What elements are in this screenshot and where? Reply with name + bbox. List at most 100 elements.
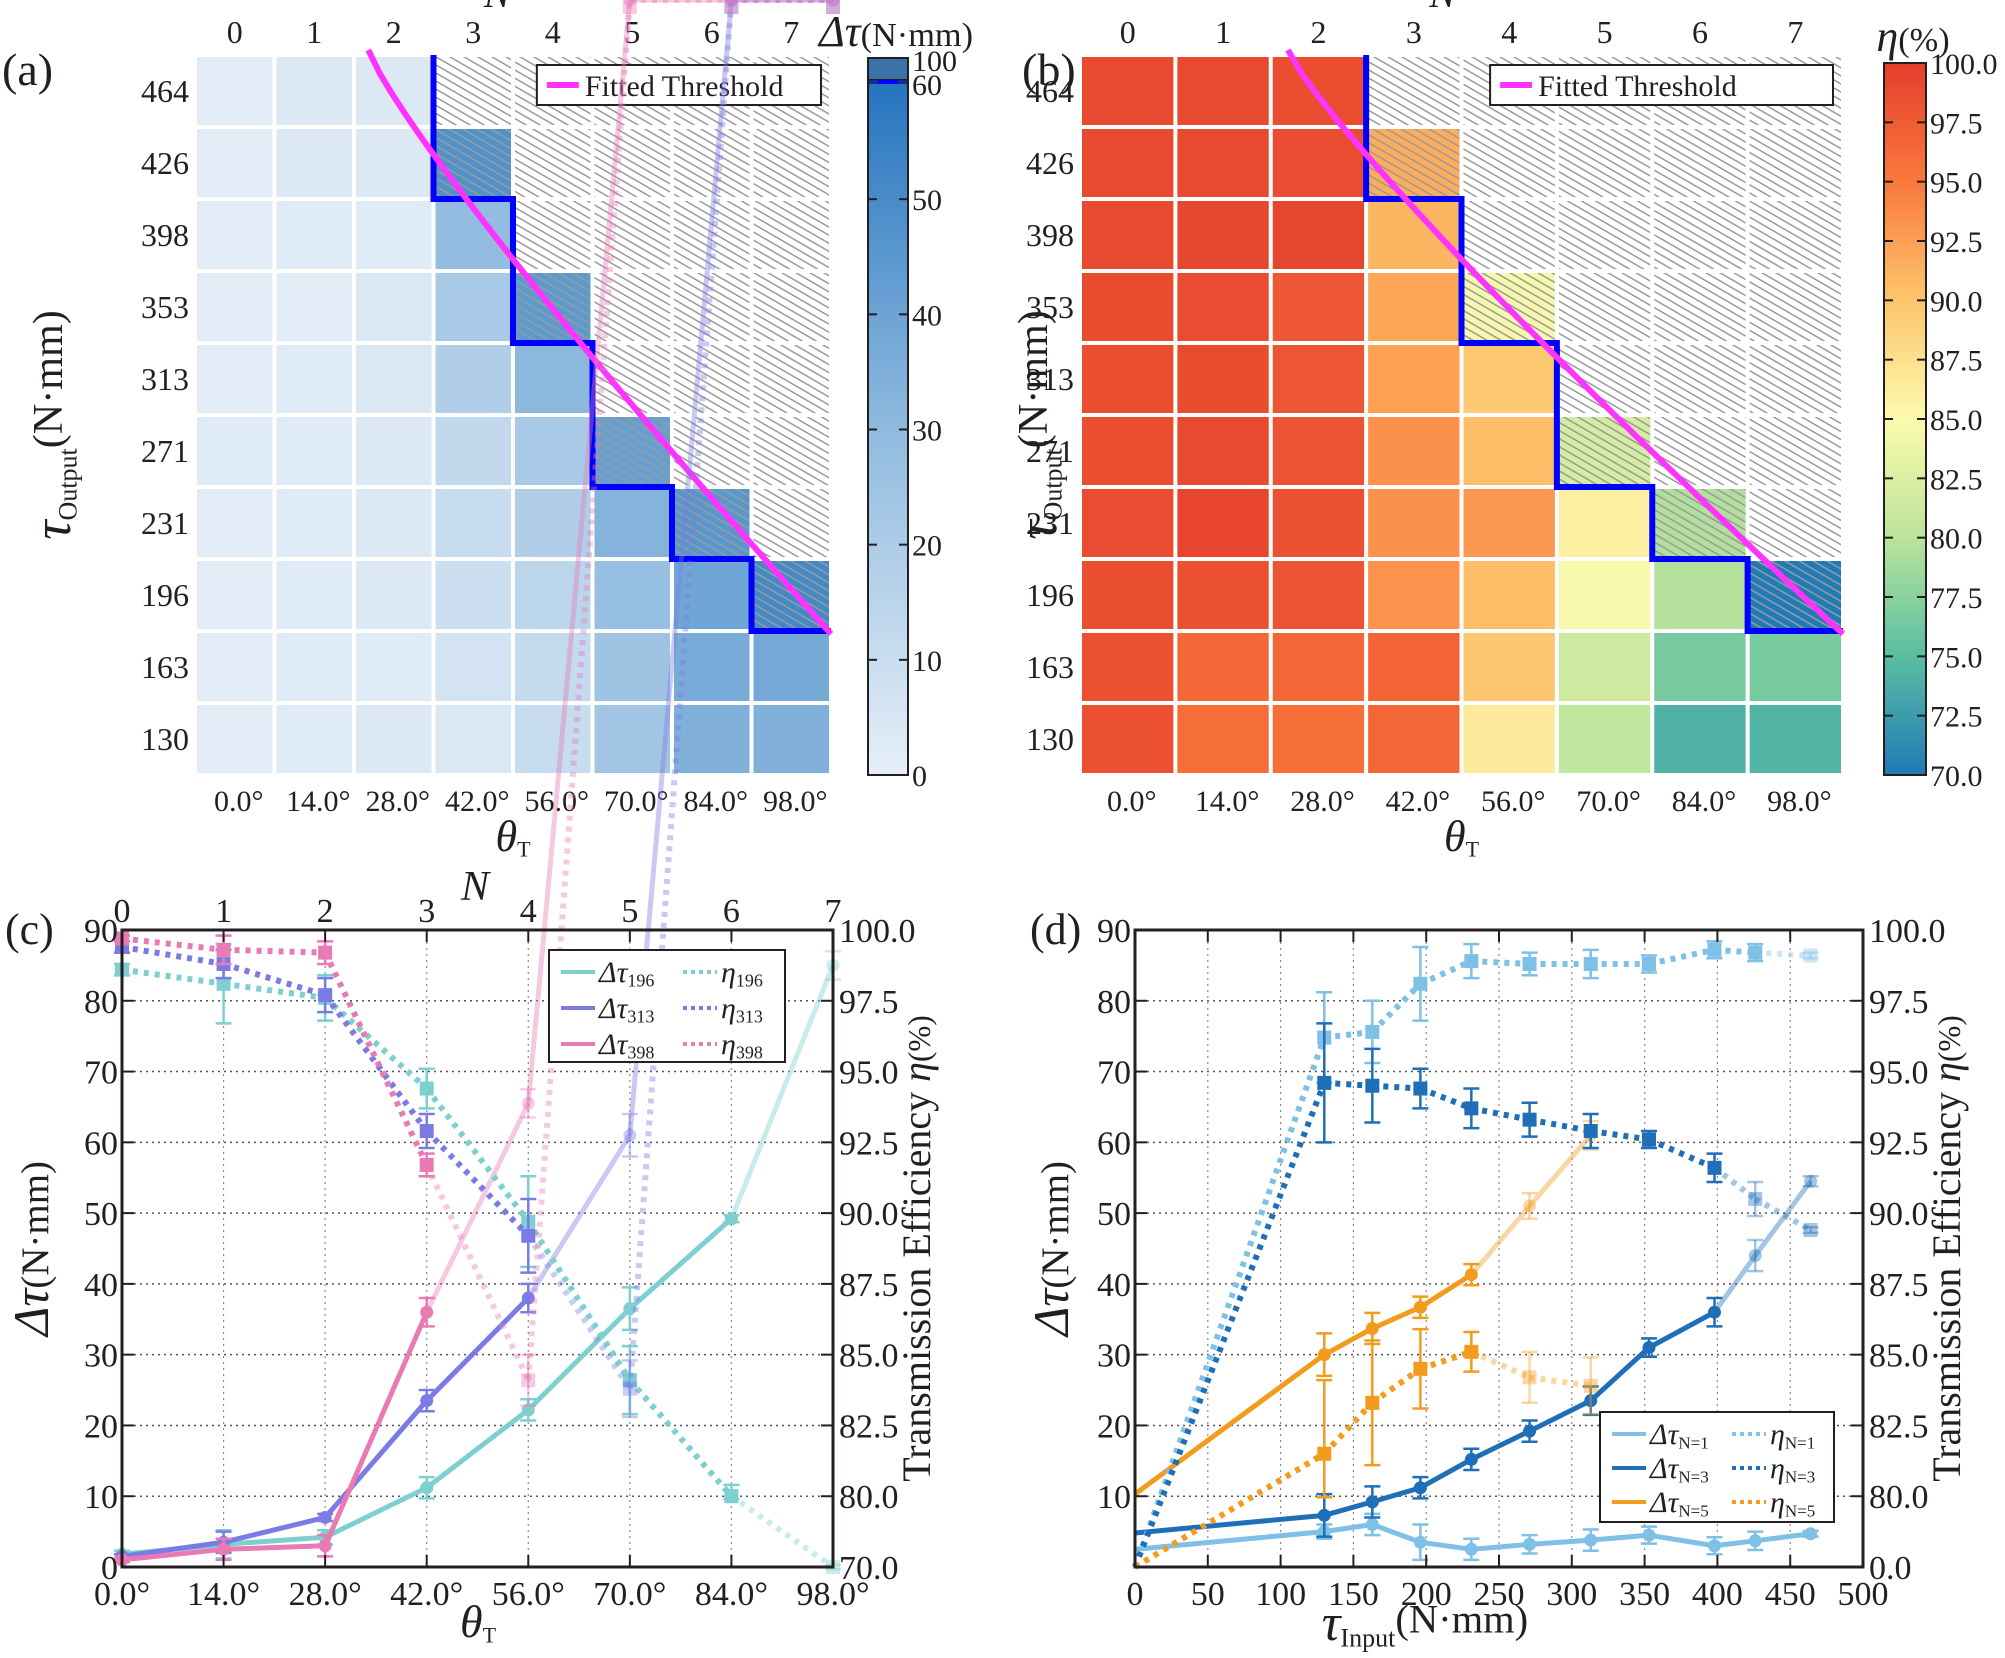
y-left-tick-label: 20 [84, 1408, 118, 1445]
data-point-η_N=3 [1413, 1081, 1428, 1096]
hatched-cell [753, 201, 829, 269]
y-right-tick-label: 82.5 [839, 1408, 899, 1445]
heatmap-cell [1082, 129, 1174, 197]
legend-label: η313 [721, 992, 763, 1027]
y-tick-label: 398 [1026, 217, 1074, 253]
series-segment-Δτ_N=1 [1529, 1537, 1591, 1547]
series-segment-η_N=5 [1370, 1366, 1423, 1406]
series-segment-η_196 [121, 966, 224, 987]
data-point-Δτ_N=3 [1413, 1481, 1427, 1495]
heatmap-cell [356, 129, 432, 197]
colorbar-label: η(%) [1876, 12, 1949, 61]
data-point-η_N=3 [1583, 1124, 1598, 1139]
heatmap-cell [356, 489, 432, 557]
top-tick-label: 0 [227, 14, 243, 50]
top-tick-label: 1 [215, 893, 232, 930]
data-point-Δτ_N=5 [1317, 1348, 1331, 1362]
series-segment-Δτ_398 [525, 0, 633, 1104]
y-left-axis-label: Δτ(N·mm) [3, 1161, 59, 1338]
heatmap-cell [1368, 633, 1460, 701]
series-segment-η_N=1 [1419, 958, 1473, 987]
x-tick-label: 0.0° [214, 785, 264, 818]
axis-label-symbol: η [1770, 1486, 1785, 1519]
data-point-η_313 [521, 1228, 536, 1243]
panel-d-line-chart: (d) 10 20 30 40 50 60 70 80 90 0.0 80.0 82.5 85.0 87.5… [1023, 905, 1969, 1653]
heatmap-cell [1272, 417, 1365, 485]
x-tick-label: 400 [1692, 1576, 1743, 1613]
series-segment-Δτ_N=1 [1371, 1522, 1422, 1545]
hatched-cell [753, 489, 829, 557]
x-axis-label: τInput(N·mm) [1322, 1595, 1528, 1653]
heatmap-cell [1463, 417, 1555, 485]
heatmap-cell [356, 201, 432, 269]
x-tick-label: 70.0° [593, 1576, 666, 1613]
axis-label-unit: (N·mm) [1010, 310, 1057, 448]
hatched-cell [594, 201, 670, 269]
heatmap-cell [276, 633, 352, 701]
axis-label-unit: (N·mm) [25, 310, 72, 448]
x-tick-label: 84.0° [684, 785, 749, 818]
heatmap-cell [197, 705, 273, 773]
heatmap-cell [1654, 633, 1746, 701]
axis-label-unit: (%) [1932, 1015, 1967, 1062]
series-segment-Δτ_N=1 [1754, 1531, 1811, 1544]
data-point-Δτ_313 [724, 0, 738, 7]
data-point-η_N=1 [1365, 1024, 1380, 1039]
data-point-Δτ_N=3 [1464, 1452, 1478, 1466]
data-point-Δτ_196 [521, 1403, 535, 1417]
heatmap-cell [1177, 201, 1269, 269]
y-left-tick-label: 70 [84, 1055, 118, 1092]
axis-label-unit: (N·mm) [14, 1161, 57, 1289]
colorbar-tick-label: 92.5 [1930, 226, 1983, 259]
top-tick-label: 3 [1406, 14, 1422, 50]
data-point-η_398 [521, 1373, 536, 1388]
heatmap-cell [1463, 561, 1555, 629]
x-tick-label: 28.0° [1290, 785, 1355, 818]
legend-label: Δτ196 [598, 956, 654, 991]
series-segment-η_N=5 [1470, 1349, 1531, 1381]
y-right-tick-label: 85.0 [1869, 1338, 1929, 1375]
data-point-Δτ_196 [420, 1481, 434, 1495]
series-segment-Δτ_N=1 [1323, 1522, 1373, 1535]
data-point-Δτ_313 [826, 0, 840, 7]
y-right-tick-label: 92.5 [839, 1125, 899, 1162]
series-segment-Δτ_N=3 [1589, 1345, 1651, 1403]
axis-label-subscript: N=5 [1785, 1501, 1815, 1520]
axis-label-symbol: θ [460, 1596, 483, 1647]
heatmap-cell [1463, 345, 1555, 413]
x-tick-label: 70.0° [1576, 785, 1641, 818]
hatched-cell [753, 345, 829, 413]
data-point-Δτ_N=3 [1748, 1249, 1762, 1263]
hatched-cell [594, 417, 670, 485]
series-segment-Δτ_313 [222, 1515, 326, 1545]
series-segment-η_N=3 [1419, 1085, 1473, 1112]
heatmap-cell [276, 201, 352, 269]
legend-label: ηN=1 [1770, 1418, 1815, 1452]
data-point-Δτ_398 [724, 0, 738, 7]
heatmap-cell [1082, 57, 1174, 125]
series-segment-Δτ_196 [729, 964, 836, 1220]
axis-label-symbol: Δτ [1023, 1287, 1079, 1338]
y-tick-label: 353 [1026, 289, 1074, 325]
data-point-η_398 [826, 0, 840, 14]
series-segment-η_N=1 [1648, 946, 1716, 967]
colorbar-tick-label: 30 [912, 415, 942, 448]
data-point-Δτ_N=5 [1413, 1300, 1427, 1314]
colorbar-tick-label: 40 [912, 299, 942, 332]
top-tick-label: 7 [1787, 14, 1803, 50]
top-tick-label: 4 [545, 14, 561, 50]
heatmap-cell [1272, 705, 1365, 773]
y-left-axis-label: Δτ(N·mm) [1023, 1161, 1079, 1338]
series-segment-Δτ_N=1 [1714, 1538, 1756, 1549]
hatched-cell [753, 417, 829, 485]
hatched-cell [1654, 273, 1746, 341]
data-point-Δτ_N=5 [1464, 1268, 1478, 1282]
panel-b-heatmap: (b) Fitted Threshold 0 1 2 3 4 5 6 7 N 464 426 398 353… [1007, 0, 1998, 862]
y-tick-label: 464 [141, 73, 189, 109]
series-segment-η_313 [626, 0, 735, 1389]
series-segment-η_196 [424, 1086, 531, 1224]
top-tick-label: 6 [723, 893, 740, 930]
axis-label-subscript: Output [1039, 447, 1068, 520]
y-axis-label: τOutput(N·mm) [22, 310, 83, 540]
axis-label-subscript: 313 [736, 1007, 763, 1027]
